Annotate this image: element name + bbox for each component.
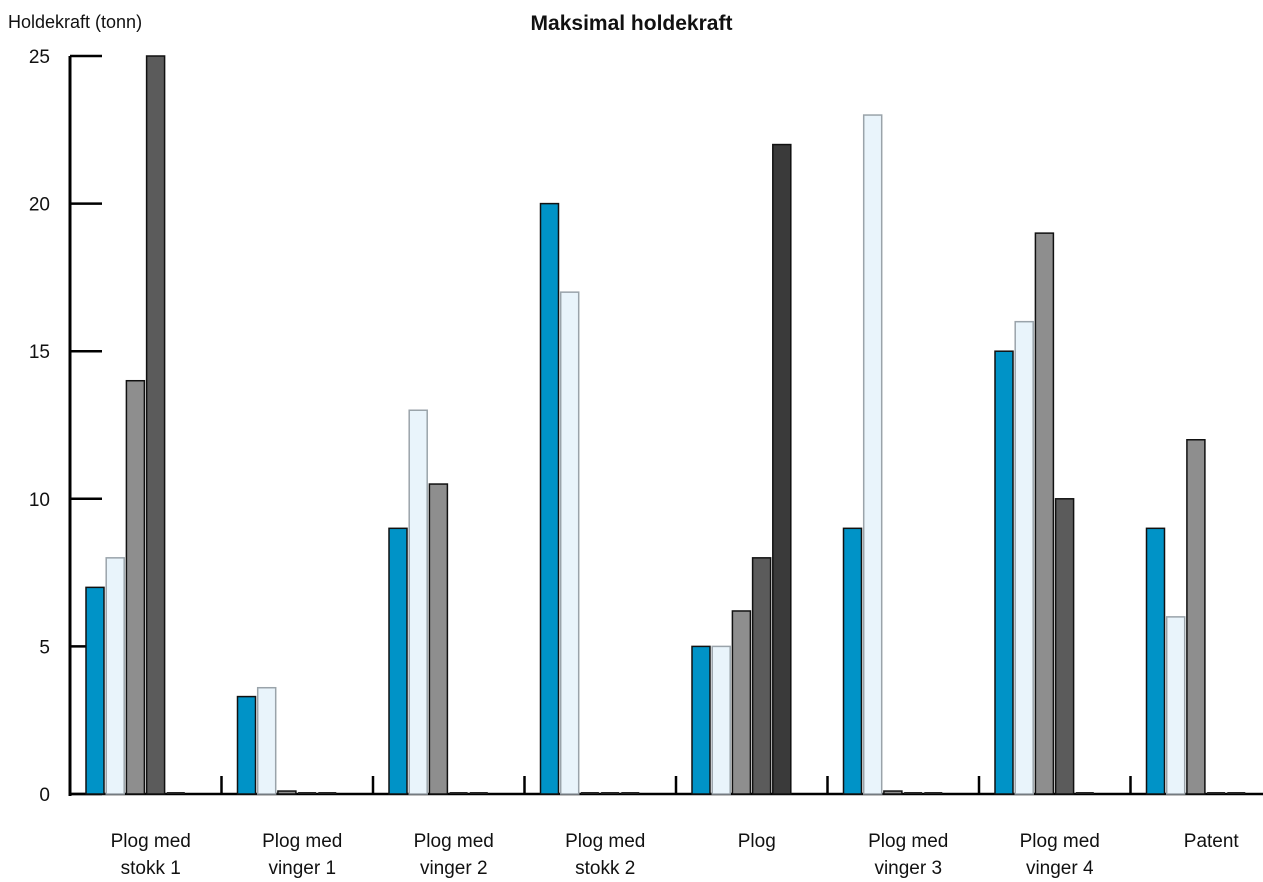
bar <box>1165 616 1186 795</box>
bar <box>388 527 408 795</box>
chart-title: Maksimal holdekraft <box>530 12 733 35</box>
bar <box>1054 498 1075 795</box>
y-tick-label-15: 15 <box>29 342 50 363</box>
bar <box>691 645 711 795</box>
y-tick-label-5: 5 <box>39 637 50 658</box>
y-axis-title: Holdekraft (tonn) <box>8 12 143 32</box>
category-label: Plog med <box>868 831 948 852</box>
bar-empty <box>318 792 337 794</box>
bar-empty <box>298 792 317 794</box>
bar <box>256 686 277 795</box>
category-label: Plog <box>738 831 776 852</box>
category-label: stokk 2 <box>575 858 635 879</box>
category-label: vinger 1 <box>268 858 336 879</box>
bar <box>105 557 125 795</box>
bar <box>842 527 863 795</box>
y-tick-label-10: 10 <box>29 490 50 511</box>
bar-empty <box>580 792 599 794</box>
bar <box>862 114 883 795</box>
bar <box>711 645 731 795</box>
bar <box>559 291 580 795</box>
bar <box>1186 439 1206 795</box>
bar <box>1034 232 1055 795</box>
bar <box>85 586 105 795</box>
category-label: Plog med <box>565 831 645 852</box>
bar-empty <box>1207 792 1226 794</box>
bar <box>236 695 257 795</box>
category-label: Plog med <box>1020 831 1100 852</box>
bar <box>145 55 166 795</box>
category-label: stokk 1 <box>121 858 181 879</box>
category-label: Plog med <box>414 831 494 852</box>
category-label: vinger 2 <box>420 858 488 879</box>
bar <box>1014 320 1034 795</box>
bar <box>751 557 772 795</box>
bar <box>277 790 297 795</box>
category-label: Plog med <box>262 831 342 852</box>
category-label: vinger 3 <box>874 858 942 879</box>
bar <box>539 202 560 795</box>
y-tick-label-25: 25 <box>29 47 50 68</box>
bar-empty <box>924 792 943 794</box>
category-label: vinger 4 <box>1026 858 1094 879</box>
bar <box>408 409 428 795</box>
bar-empty <box>449 792 468 794</box>
bar <box>772 143 792 795</box>
y-tick-label-0: 0 <box>39 785 50 806</box>
bar <box>883 790 903 795</box>
bar-empty <box>904 792 923 794</box>
bar-empty <box>1075 792 1094 794</box>
bar-empty <box>1227 792 1246 794</box>
bar-empty <box>469 792 488 794</box>
bar-empty <box>621 792 640 794</box>
bar-empty <box>166 792 185 794</box>
bar <box>731 610 752 795</box>
category-label: Plog med <box>111 831 191 852</box>
bar-empty <box>601 792 620 794</box>
y-tick-label-20: 20 <box>29 195 50 216</box>
bar <box>125 379 146 795</box>
category-label: Patent <box>1184 831 1240 852</box>
bar <box>994 350 1014 795</box>
bar <box>1145 527 1166 795</box>
bar <box>428 483 449 795</box>
